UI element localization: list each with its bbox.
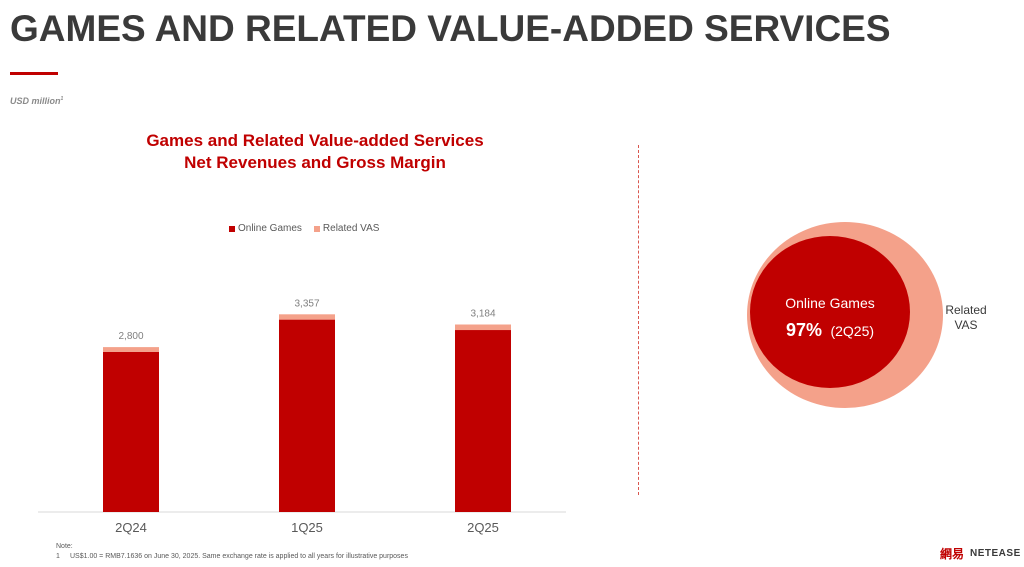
unit-label: USD million1 bbox=[10, 96, 63, 106]
logo-wordmark: NETEASE bbox=[970, 548, 1021, 559]
bar-online-games-1q25 bbox=[279, 319, 335, 512]
footnote: Note: 1 US$1.00 = RMB7.1636 on June 30, 2… bbox=[56, 542, 408, 562]
legend-swatch-online-games bbox=[229, 225, 235, 232]
online-games-period: (2Q25) bbox=[830, 323, 874, 339]
footnote-line: 1 US$1.00 = RMB7.1636 on June 30, 2025. S… bbox=[56, 552, 408, 562]
footnote-text: US$1.00 = RMB7.1636 on June 30, 2025. Sa… bbox=[70, 553, 408, 560]
netease-logo: 網易 NETEASE bbox=[940, 545, 1021, 562]
category-label-1q25: 1Q25 bbox=[291, 520, 323, 535]
bar-related-vas-2q25 bbox=[455, 324, 511, 331]
bar-related-vas-2q24 bbox=[103, 347, 159, 352]
related-vas-label-line-1: Related bbox=[945, 303, 986, 317]
footnote-number: 1 bbox=[56, 553, 60, 560]
legend-item-online-games: Online Games bbox=[229, 223, 302, 234]
bar-related-vas-1q25 bbox=[279, 314, 335, 320]
bar-online-games-2q24 bbox=[103, 351, 159, 512]
chart-legend: Online Games Related VAS bbox=[229, 223, 391, 234]
chart-title-line-1: Games and Related Value-added Services bbox=[146, 131, 484, 150]
page-title: GAMES AND RELATED VALUE-ADDED SERVICES bbox=[10, 8, 891, 49]
bar-chart: 2,800 2Q24 3,357 1Q25 3,184 2Q25 bbox=[38, 298, 566, 535]
total-label-2q24: 2,800 bbox=[118, 331, 143, 342]
legend-label-online-games: Online Games bbox=[238, 223, 302, 234]
online-games-label: Online Games bbox=[785, 295, 874, 311]
title-underline bbox=[10, 72, 58, 75]
legend-item-related-vas: Related VAS bbox=[313, 223, 380, 234]
online-games-circle bbox=[750, 236, 910, 388]
online-games-percent: 97% bbox=[786, 320, 822, 340]
category-label-2q24: 2Q24 bbox=[115, 520, 147, 535]
category-label-2q25: 2Q25 bbox=[467, 520, 499, 535]
unit-footnote-mark: 1 bbox=[60, 96, 64, 102]
section-divider bbox=[638, 145, 639, 495]
total-label-2q25: 3,184 bbox=[470, 308, 495, 319]
logo-glyph: 網易 bbox=[940, 547, 965, 561]
unit-text: USD million bbox=[10, 96, 61, 106]
chart-title-line-2: Net Revenues and Gross Margin bbox=[184, 153, 446, 172]
revenue-breakdown-diagram: Online Games 97% (2Q25) Related VAS bbox=[747, 222, 987, 408]
related-vas-label-line-2: VAS bbox=[954, 318, 977, 332]
footnote-heading: Note: bbox=[56, 543, 73, 550]
bar-online-games-2q25 bbox=[455, 330, 511, 512]
legend-label-related-vas: Related VAS bbox=[322, 223, 380, 234]
total-label-1q25: 3,357 bbox=[294, 298, 319, 309]
legend-swatch-related-vas bbox=[313, 225, 320, 232]
online-games-share: 97% (2Q25) bbox=[786, 320, 874, 340]
